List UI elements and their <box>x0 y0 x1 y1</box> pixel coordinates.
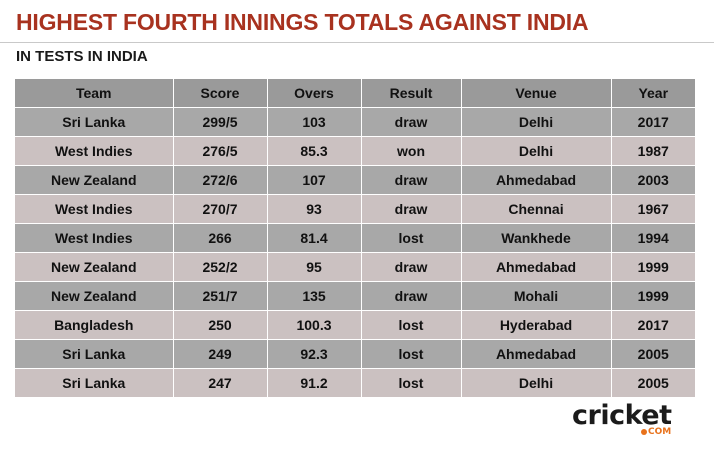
cell-score: 272/6 <box>172 165 267 195</box>
cell-venue: Chennai <box>460 194 611 224</box>
cell-result: draw <box>360 281 461 311</box>
cell-score: 252/2 <box>172 252 267 282</box>
cell-result: lost <box>360 339 461 369</box>
column-header-year: Year <box>610 79 695 108</box>
cell-overs: 100.3 <box>266 310 361 340</box>
totals-table: Team Score Overs Result Venue Year Sri L… <box>15 79 695 398</box>
table-row: New Zealand 272/6 107 draw Ahmedabad 2003 <box>15 165 695 195</box>
cell-team: West Indies <box>15 223 173 253</box>
cell-venue: Hyderabad <box>460 310 611 340</box>
cell-overs: 107 <box>266 165 361 195</box>
cell-team: New Zealand <box>15 165 173 195</box>
page-subtitle: IN TESTS IN INDIA <box>16 48 148 65</box>
cell-team: West Indies <box>15 136 173 166</box>
column-header-team: Team <box>15 79 173 108</box>
cell-year: 2017 <box>610 107 695 137</box>
cell-year: 1999 <box>610 281 695 311</box>
cell-venue: Ahmedabad <box>460 165 611 195</box>
table-row: Bangladesh 250 100.3 lost Hyderabad 2017 <box>15 310 695 340</box>
cell-team: Sri Lanka <box>15 107 173 137</box>
cell-overs: 93 <box>266 194 361 224</box>
logo-dot <box>641 429 647 435</box>
cricket-com-logo: cricket COM <box>572 400 690 440</box>
column-header-score: Score <box>172 79 267 108</box>
cell-overs: 92.3 <box>266 339 361 369</box>
page-title: HIGHEST FOURTH INNINGS TOTALS AGAINST IN… <box>16 9 589 35</box>
table-header-row: Team Score Overs Result Venue Year <box>15 79 695 108</box>
cell-venue: Wankhede <box>460 223 611 253</box>
cell-venue: Delhi <box>460 136 611 166</box>
cell-score: 299/5 <box>172 107 267 137</box>
cell-venue: Ahmedabad <box>460 339 611 369</box>
cell-overs: 135 <box>266 281 361 311</box>
cell-result: draw <box>360 252 461 282</box>
column-header-venue: Venue <box>460 79 611 108</box>
cell-year: 2005 <box>610 368 695 398</box>
cell-year: 2005 <box>610 339 695 369</box>
cell-result: draw <box>360 107 461 137</box>
table-row: Sri Lanka 249 92.3 lost Ahmedabad 2005 <box>15 339 695 369</box>
cell-venue: Delhi <box>460 368 611 398</box>
cell-result: lost <box>360 310 461 340</box>
cell-result: draw <box>360 165 461 195</box>
cell-venue: Delhi <box>460 107 611 137</box>
column-header-overs: Overs <box>266 79 361 108</box>
table-body: Sri Lanka 299/5 103 draw Delhi 2017 West Indie… <box>15 107 695 398</box>
cell-score: 276/5 <box>172 136 267 166</box>
table-row: New Zealand 251/7 135 draw Mohali 1999 <box>15 281 695 311</box>
cell-result: won <box>360 136 461 166</box>
cell-year: 2003 <box>610 165 695 195</box>
table-row: New Zealand 252/2 95 draw Ahmedabad 1999 <box>15 252 695 282</box>
logo-domain: COM <box>648 427 672 437</box>
table-row: Sri Lanka 247 91.2 lost Delhi 2005 <box>15 368 695 398</box>
cell-team: West Indies <box>15 194 173 224</box>
table-row: Sri Lanka 299/5 103 draw Delhi 2017 <box>15 107 695 137</box>
table-row: West Indies 276/5 85.3 won Delhi 1987 <box>15 136 695 166</box>
cell-year: 2017 <box>610 310 695 340</box>
table-row: West Indies 270/7 93 draw Chennai 1967 <box>15 194 695 224</box>
cell-team: Sri Lanka <box>15 368 173 398</box>
cell-result: lost <box>360 368 461 398</box>
cell-score: 250 <box>172 310 267 340</box>
cell-team: New Zealand <box>15 252 173 282</box>
cell-score: 270/7 <box>172 194 267 224</box>
cell-team: Bangladesh <box>15 310 173 340</box>
cell-year: 1999 <box>610 252 695 282</box>
cell-year: 1987 <box>610 136 695 166</box>
column-header-result: Result <box>360 79 461 108</box>
cell-venue: Ahmedabad <box>460 252 611 282</box>
cell-year: 1994 <box>610 223 695 253</box>
cell-venue: Mohali <box>460 281 611 311</box>
cell-overs: 95 <box>266 252 361 282</box>
cell-score: 266 <box>172 223 267 253</box>
logo-wordmark: cricket <box>572 400 672 431</box>
cell-overs: 91.2 <box>266 368 361 398</box>
cell-score: 247 <box>172 368 267 398</box>
cell-result: lost <box>360 223 461 253</box>
cell-year: 1967 <box>610 194 695 224</box>
cell-overs: 85.3 <box>266 136 361 166</box>
title-divider <box>0 42 714 43</box>
table-row: West Indies 266 81.4 lost Wankhede 1994 <box>15 223 695 253</box>
cell-team: Sri Lanka <box>15 339 173 369</box>
cell-result: draw <box>360 194 461 224</box>
cell-overs: 81.4 <box>266 223 361 253</box>
cell-score: 251/7 <box>172 281 267 311</box>
cell-overs: 103 <box>266 107 361 137</box>
cell-score: 249 <box>172 339 267 369</box>
cell-team: New Zealand <box>15 281 173 311</box>
